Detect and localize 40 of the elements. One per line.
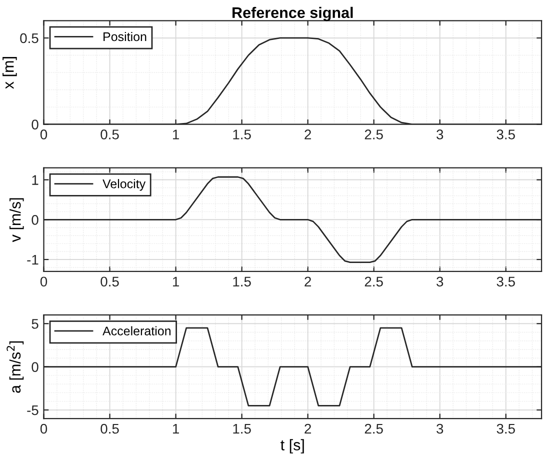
x-tick-label: 2 xyxy=(304,276,311,286)
x-tick-label: 3 xyxy=(436,276,444,287)
x-tick-label: 2 xyxy=(304,424,311,434)
y-tick-label: -5 xyxy=(27,405,38,416)
x-tick-label: 1.5 xyxy=(233,276,251,287)
x-tick-label: 1 xyxy=(172,276,179,286)
y-axis-title: v [m/s] xyxy=(10,198,24,242)
x-tick-label: 1 xyxy=(172,424,179,434)
x-tick-label: 2.5 xyxy=(364,276,383,287)
y-tick-label: -1 xyxy=(27,254,38,265)
x-tick-label: 3.5 xyxy=(496,424,515,434)
y-tick-label: 0 xyxy=(32,120,38,130)
legend-label: Velocity xyxy=(102,179,146,191)
x-tick-label: 0.5 xyxy=(100,424,119,434)
x-tick-label: 0.5 xyxy=(100,276,119,287)
x-tick-label: 3.5 xyxy=(496,276,515,287)
x-tick-label: 0 xyxy=(40,130,48,140)
y-tick-label: 5 xyxy=(32,319,38,329)
y-axis-title: x [m] xyxy=(2,57,17,89)
legend-label: Position xyxy=(104,32,146,42)
x-tick-label: 1.5 xyxy=(233,130,251,140)
x-tick-label: 3 xyxy=(436,130,444,140)
y-tick-label: 0.5 xyxy=(20,33,38,44)
x-axis-title: t [s] xyxy=(280,439,304,454)
x-tick-label: 3.5 xyxy=(496,130,515,140)
x-tick-label: 1 xyxy=(172,130,179,140)
x-tick-label: 2.5 xyxy=(364,130,383,140)
x-tick-label: 2 xyxy=(304,130,311,140)
y-tick-label: 1 xyxy=(32,175,38,185)
y-tick-label: 0 xyxy=(32,214,38,225)
y-axis-title: a [m/s$^{2}$] xyxy=(6,341,24,393)
x-tick-label: 1.5 xyxy=(233,424,251,434)
chart-title: Reference signal xyxy=(232,6,353,22)
y-tick-label: 0 xyxy=(32,362,38,372)
x-tick-label: 0 xyxy=(40,276,48,287)
x-tick-label: 0 xyxy=(40,424,48,434)
legend-label: Acceleration xyxy=(102,326,170,336)
x-tick-label: 0.5 xyxy=(100,130,119,140)
x-tick-label: 2.5 xyxy=(364,424,383,434)
x-tick-label: 3 xyxy=(436,424,444,434)
